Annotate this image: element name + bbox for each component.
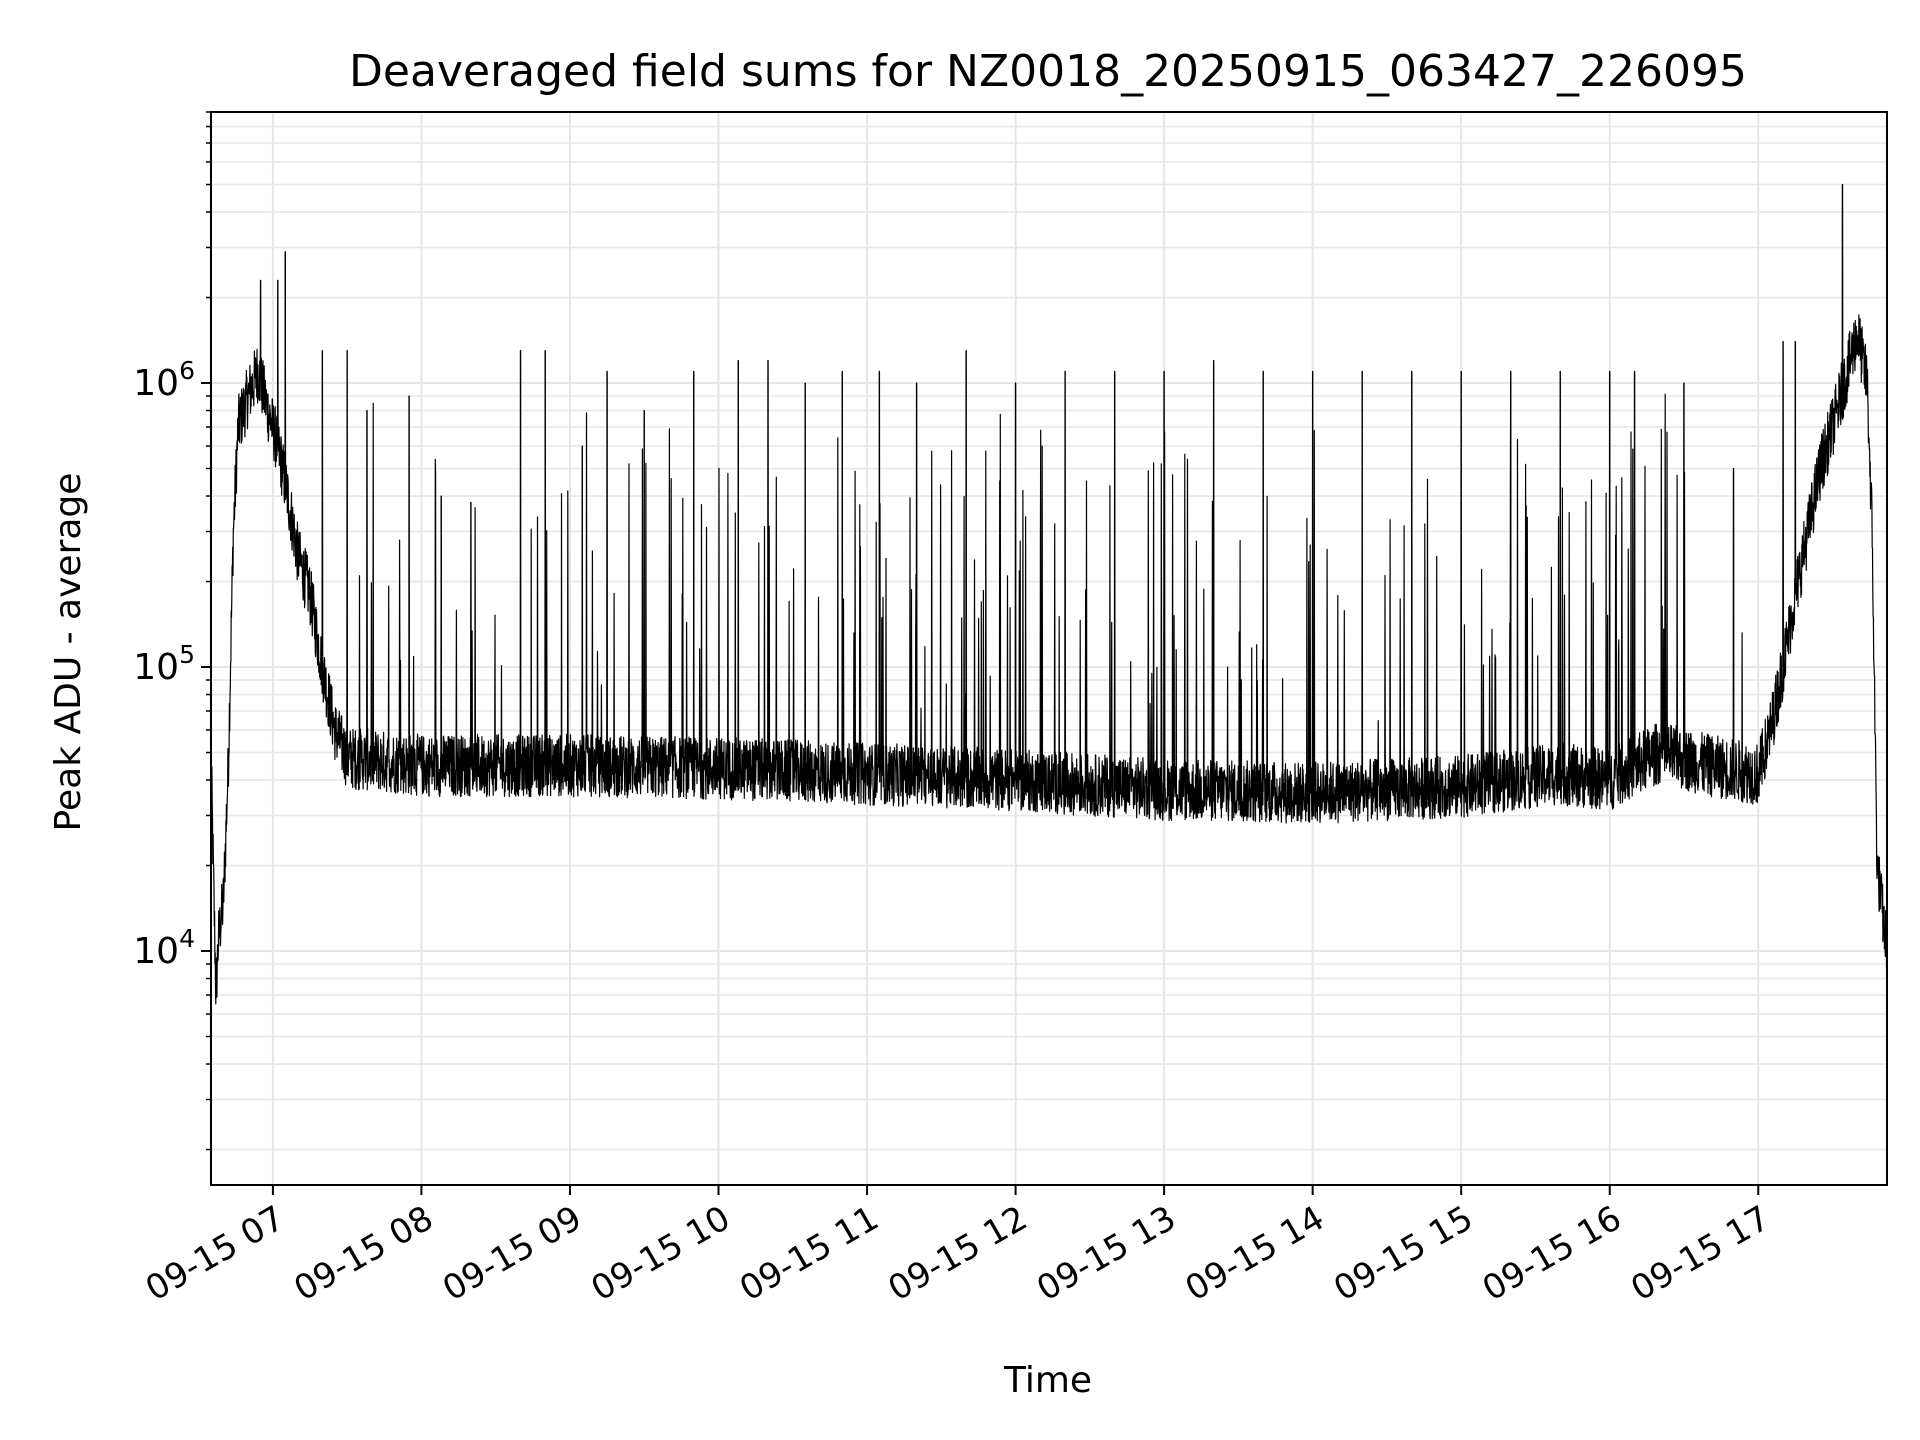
y-axis-ticks: 104 105 106	[133, 111, 211, 1151]
series-layer	[210, 183, 1888, 1005]
y-tick-label: 104	[133, 924, 195, 972]
y-tick-label: 105	[133, 640, 195, 688]
y-axis-label: Peak ADU - average	[48, 473, 89, 832]
x-axis-label: Time	[1003, 1360, 1092, 1401]
plot-area-frame	[210, 111, 1888, 1186]
y-tick-label: 106	[133, 356, 195, 404]
series-line	[210, 183, 1888, 1005]
chart-title: Deaveraged field sums for NZ0018_2025091…	[349, 46, 1747, 97]
